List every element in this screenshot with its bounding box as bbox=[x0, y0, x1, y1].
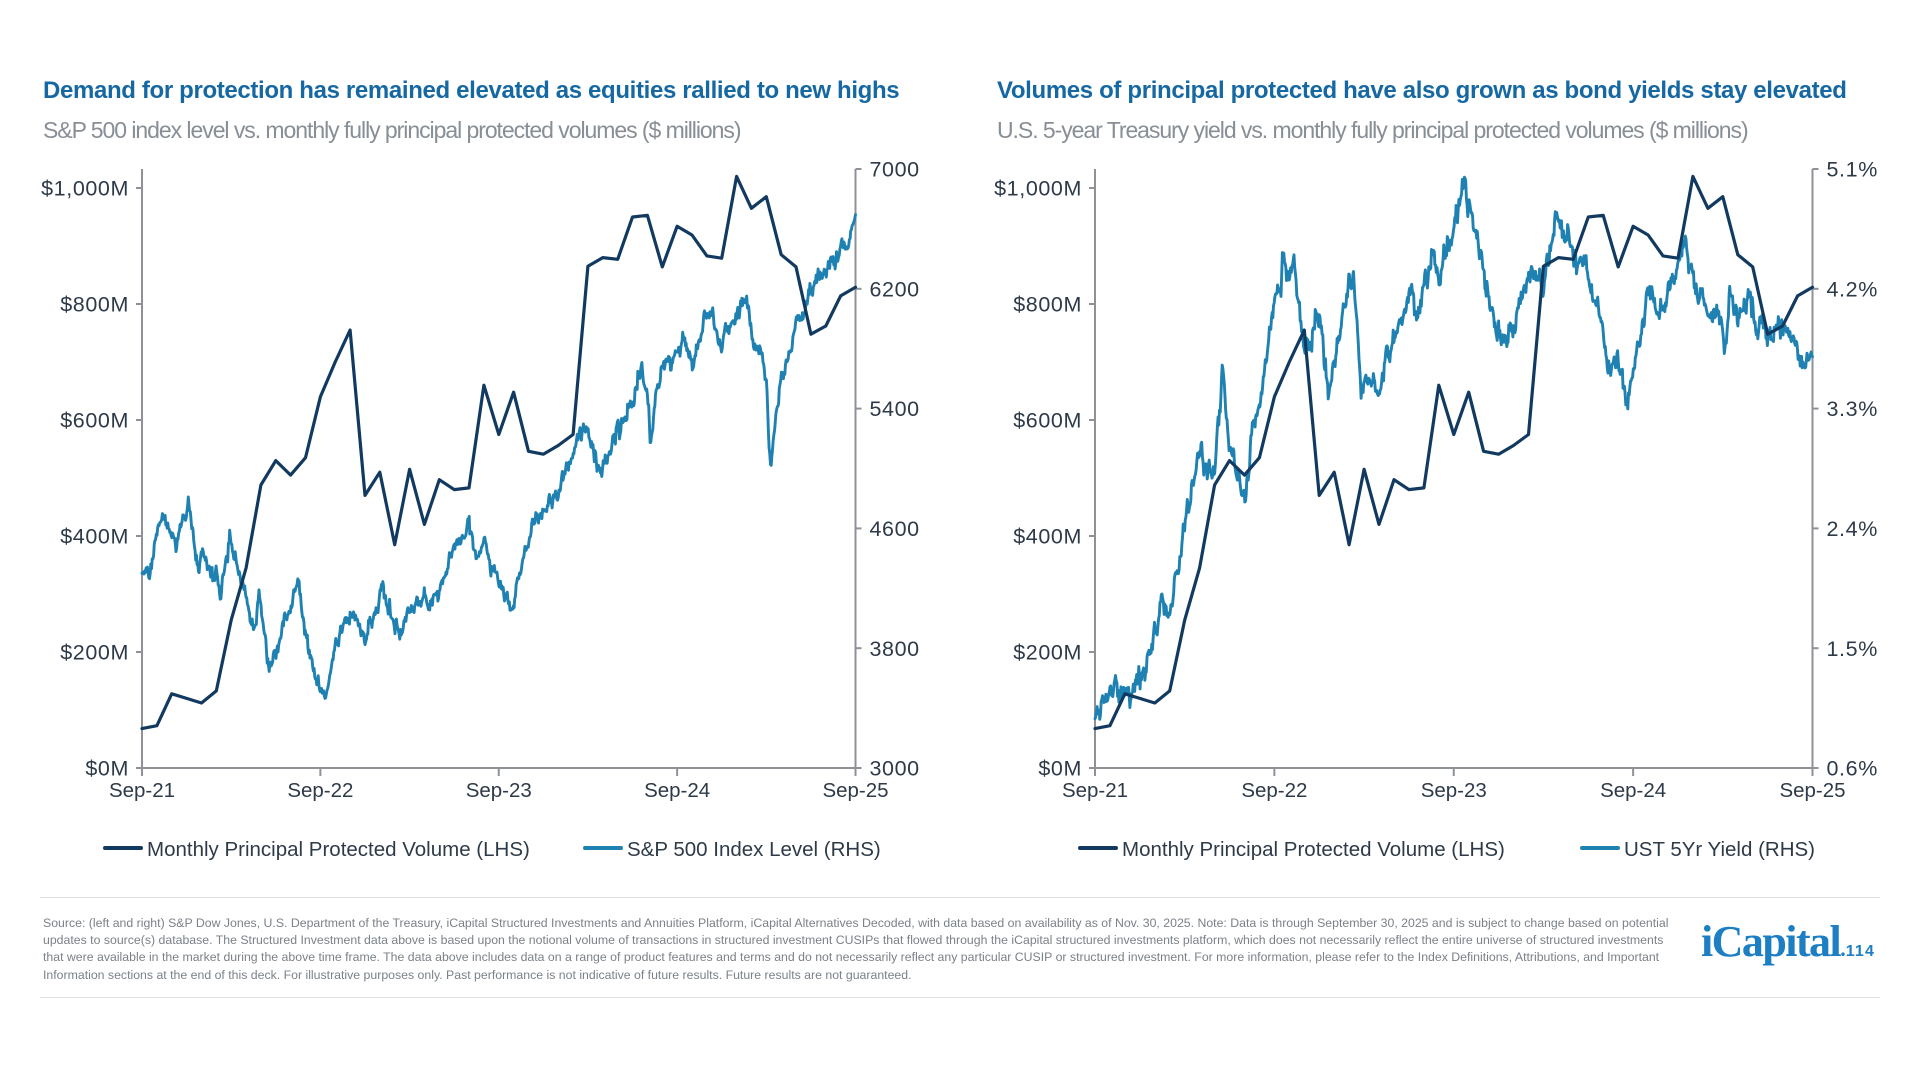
svg-text:$800M: $800M bbox=[60, 293, 129, 317]
svg-text:3800: 3800 bbox=[870, 637, 920, 661]
svg-text:$200M: $200M bbox=[60, 641, 129, 665]
svg-text:Sep-23: Sep-23 bbox=[466, 779, 532, 802]
svg-text:4.2%: 4.2% bbox=[1827, 277, 1878, 301]
svg-text:$600M: $600M bbox=[60, 409, 129, 433]
svg-text:6200: 6200 bbox=[870, 277, 920, 301]
svg-text:$800M: $800M bbox=[1013, 293, 1082, 317]
svg-text:$0M: $0M bbox=[1038, 757, 1082, 781]
svg-text:3.3%: 3.3% bbox=[1827, 397, 1878, 421]
svg-text:$1,000M: $1,000M bbox=[41, 177, 129, 201]
svg-text:$0M: $0M bbox=[85, 757, 129, 781]
svg-text:Sep-22: Sep-22 bbox=[287, 779, 353, 802]
svg-text:5.1%: 5.1% bbox=[1827, 158, 1878, 182]
svg-text:1.5%: 1.5% bbox=[1827, 637, 1878, 661]
svg-text:Sep-24: Sep-24 bbox=[1600, 779, 1666, 802]
svg-text:4600: 4600 bbox=[870, 517, 920, 541]
svg-text:Sep-21: Sep-21 bbox=[1062, 779, 1128, 802]
svg-text:0.6%: 0.6% bbox=[1827, 757, 1878, 781]
svg-text:2.4%: 2.4% bbox=[1827, 517, 1878, 541]
svg-text:Sep-23: Sep-23 bbox=[1421, 779, 1487, 802]
svg-text:Sep-21: Sep-21 bbox=[109, 779, 175, 802]
svg-text:5400: 5400 bbox=[870, 397, 920, 421]
svg-text:$1,000M: $1,000M bbox=[994, 177, 1082, 201]
svg-text:Sep-24: Sep-24 bbox=[644, 779, 710, 802]
svg-text:Sep-25: Sep-25 bbox=[822, 779, 888, 802]
svg-text:$200M: $200M bbox=[1013, 641, 1082, 665]
svg-text:3000: 3000 bbox=[870, 757, 920, 781]
svg-text:7000: 7000 bbox=[870, 158, 920, 182]
svg-text:$400M: $400M bbox=[60, 525, 129, 549]
svg-text:Sep-25: Sep-25 bbox=[1779, 779, 1845, 802]
svg-text:$600M: $600M bbox=[1013, 409, 1082, 433]
svg-text:$400M: $400M bbox=[1013, 525, 1082, 549]
svg-text:Sep-22: Sep-22 bbox=[1241, 779, 1307, 802]
